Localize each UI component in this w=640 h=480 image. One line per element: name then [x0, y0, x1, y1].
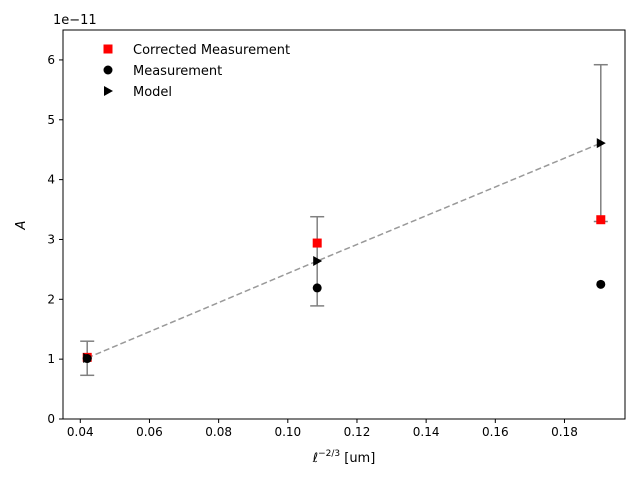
x-axis-label: ℓ−2/3 [um] [312, 449, 376, 466]
model-point [596, 138, 606, 149]
legend-entry: Corrected Measurement [103, 43, 290, 58]
marker-layer [82, 138, 606, 364]
y-tick-label: 1 [47, 352, 55, 366]
y-offset-text: 1e−11 [53, 13, 97, 28]
y-tick-label: 0 [47, 412, 55, 426]
legend-entry: Model [104, 85, 172, 100]
legend-marker [103, 44, 113, 54]
axes-frame [62, 29, 626, 420]
x-tick-label: 0.16 [482, 425, 509, 439]
x-tick-label: 0.06 [136, 425, 163, 439]
error-bar-layer [80, 63, 608, 377]
x-tick-label: 0.14 [413, 425, 440, 439]
fit-line [86, 142, 602, 359]
x-tick-label: 0.04 [67, 425, 94, 439]
x-tick-label: 0.10 [274, 425, 301, 439]
y-tick-label: 5 [47, 113, 55, 127]
x-tick-label: 0.12 [344, 425, 371, 439]
measurement-point [596, 279, 606, 289]
corrected-measurement-point [312, 238, 322, 248]
y-tick-label: 4 [47, 173, 55, 187]
legend-marker [104, 86, 113, 96]
model-point [313, 256, 323, 267]
y-tick-label: 6 [47, 53, 55, 67]
legend-marker [103, 65, 113, 75]
tick-layer: 0.04 0.06 0.08 0.10 0.12 0.14 0.16 0.18 0 1 2 3 4 5 6 [47, 53, 577, 439]
x-axis-label-sup: −2/3 [318, 449, 340, 459]
model-point [83, 352, 93, 363]
legend-label: Model [133, 85, 172, 100]
y-tick-label: 2 [47, 292, 55, 306]
legend-entry: Measurement [103, 64, 222, 79]
y-tick-label: 3 [47, 232, 55, 246]
y-axis-label: A [14, 221, 29, 231]
x-tick-label: 0.18 [551, 425, 578, 439]
x-tick-label: 0.08 [205, 425, 232, 439]
corrected-measurement-point [596, 215, 606, 225]
measurement-point [312, 283, 322, 293]
legend: Corrected Measurement Measurement Model [103, 43, 290, 100]
legend-label: Measurement [133, 64, 222, 79]
fit-line-layer [86, 142, 602, 359]
x-axis-label-main: ℓ [312, 451, 318, 466]
x-axis-label-unit: [um] [340, 451, 375, 466]
legend-label: Corrected Measurement [133, 43, 290, 58]
